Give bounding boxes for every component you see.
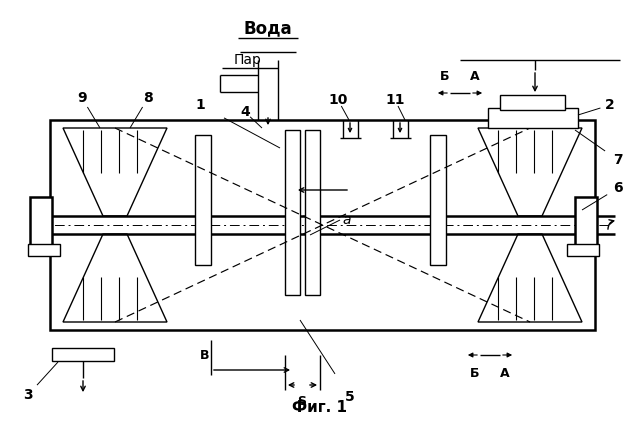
- Text: 10: 10: [328, 93, 348, 107]
- Bar: [305, 130, 320, 295]
- Text: 6: 6: [613, 181, 623, 195]
- Text: 8: 8: [143, 91, 153, 105]
- Text: В: В: [200, 349, 209, 362]
- Text: 11: 11: [385, 93, 404, 107]
- Text: Б: Б: [440, 70, 450, 83]
- Text: 1: 1: [195, 98, 205, 112]
- Bar: [285, 130, 300, 295]
- Text: 3: 3: [23, 388, 33, 402]
- Bar: [567, 244, 599, 256]
- Text: Фиг. 1: Фиг. 1: [292, 400, 348, 416]
- Bar: [430, 135, 446, 265]
- Text: Б: Б: [470, 367, 480, 380]
- Bar: [30, 197, 52, 253]
- Text: А: А: [500, 367, 510, 380]
- Text: А: А: [470, 70, 480, 83]
- Text: 4: 4: [240, 105, 250, 119]
- Bar: [28, 244, 60, 256]
- Bar: [500, 95, 565, 110]
- Bar: [50, 120, 595, 330]
- Text: Пар: Пар: [234, 53, 262, 67]
- Text: 2: 2: [605, 98, 615, 112]
- Text: Вода: Вода: [244, 19, 292, 37]
- Bar: [195, 135, 211, 265]
- Text: а: а: [342, 213, 351, 227]
- Bar: [575, 197, 597, 253]
- Text: 5: 5: [345, 390, 355, 404]
- Bar: [52, 348, 114, 361]
- Bar: [488, 108, 578, 128]
- Text: S: S: [298, 395, 307, 408]
- Text: 9: 9: [77, 91, 87, 105]
- Text: 7: 7: [613, 153, 623, 167]
